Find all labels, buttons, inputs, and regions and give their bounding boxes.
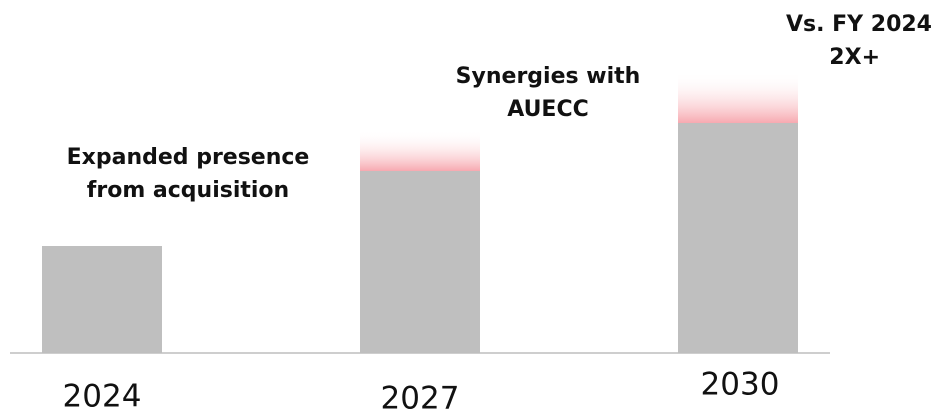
- annotation: Vs. FY 2024: [786, 12, 932, 37]
- annotation: Expanded presence: [67, 145, 310, 170]
- x-tick-label: 2030: [701, 367, 780, 403]
- bar: [360, 171, 480, 353]
- annotation: 2X+: [829, 45, 880, 70]
- x-tick-label: 2024: [63, 379, 142, 415]
- annotation: from acquisition: [87, 178, 289, 203]
- x-tick-label: 2027: [381, 381, 460, 415]
- bar: [42, 246, 162, 353]
- annotation: Synergies with: [456, 64, 641, 89]
- bar: [678, 123, 798, 353]
- annotation: AUECC: [507, 97, 589, 122]
- bar-increment: [360, 130, 480, 171]
- bar-increment: [678, 72, 798, 123]
